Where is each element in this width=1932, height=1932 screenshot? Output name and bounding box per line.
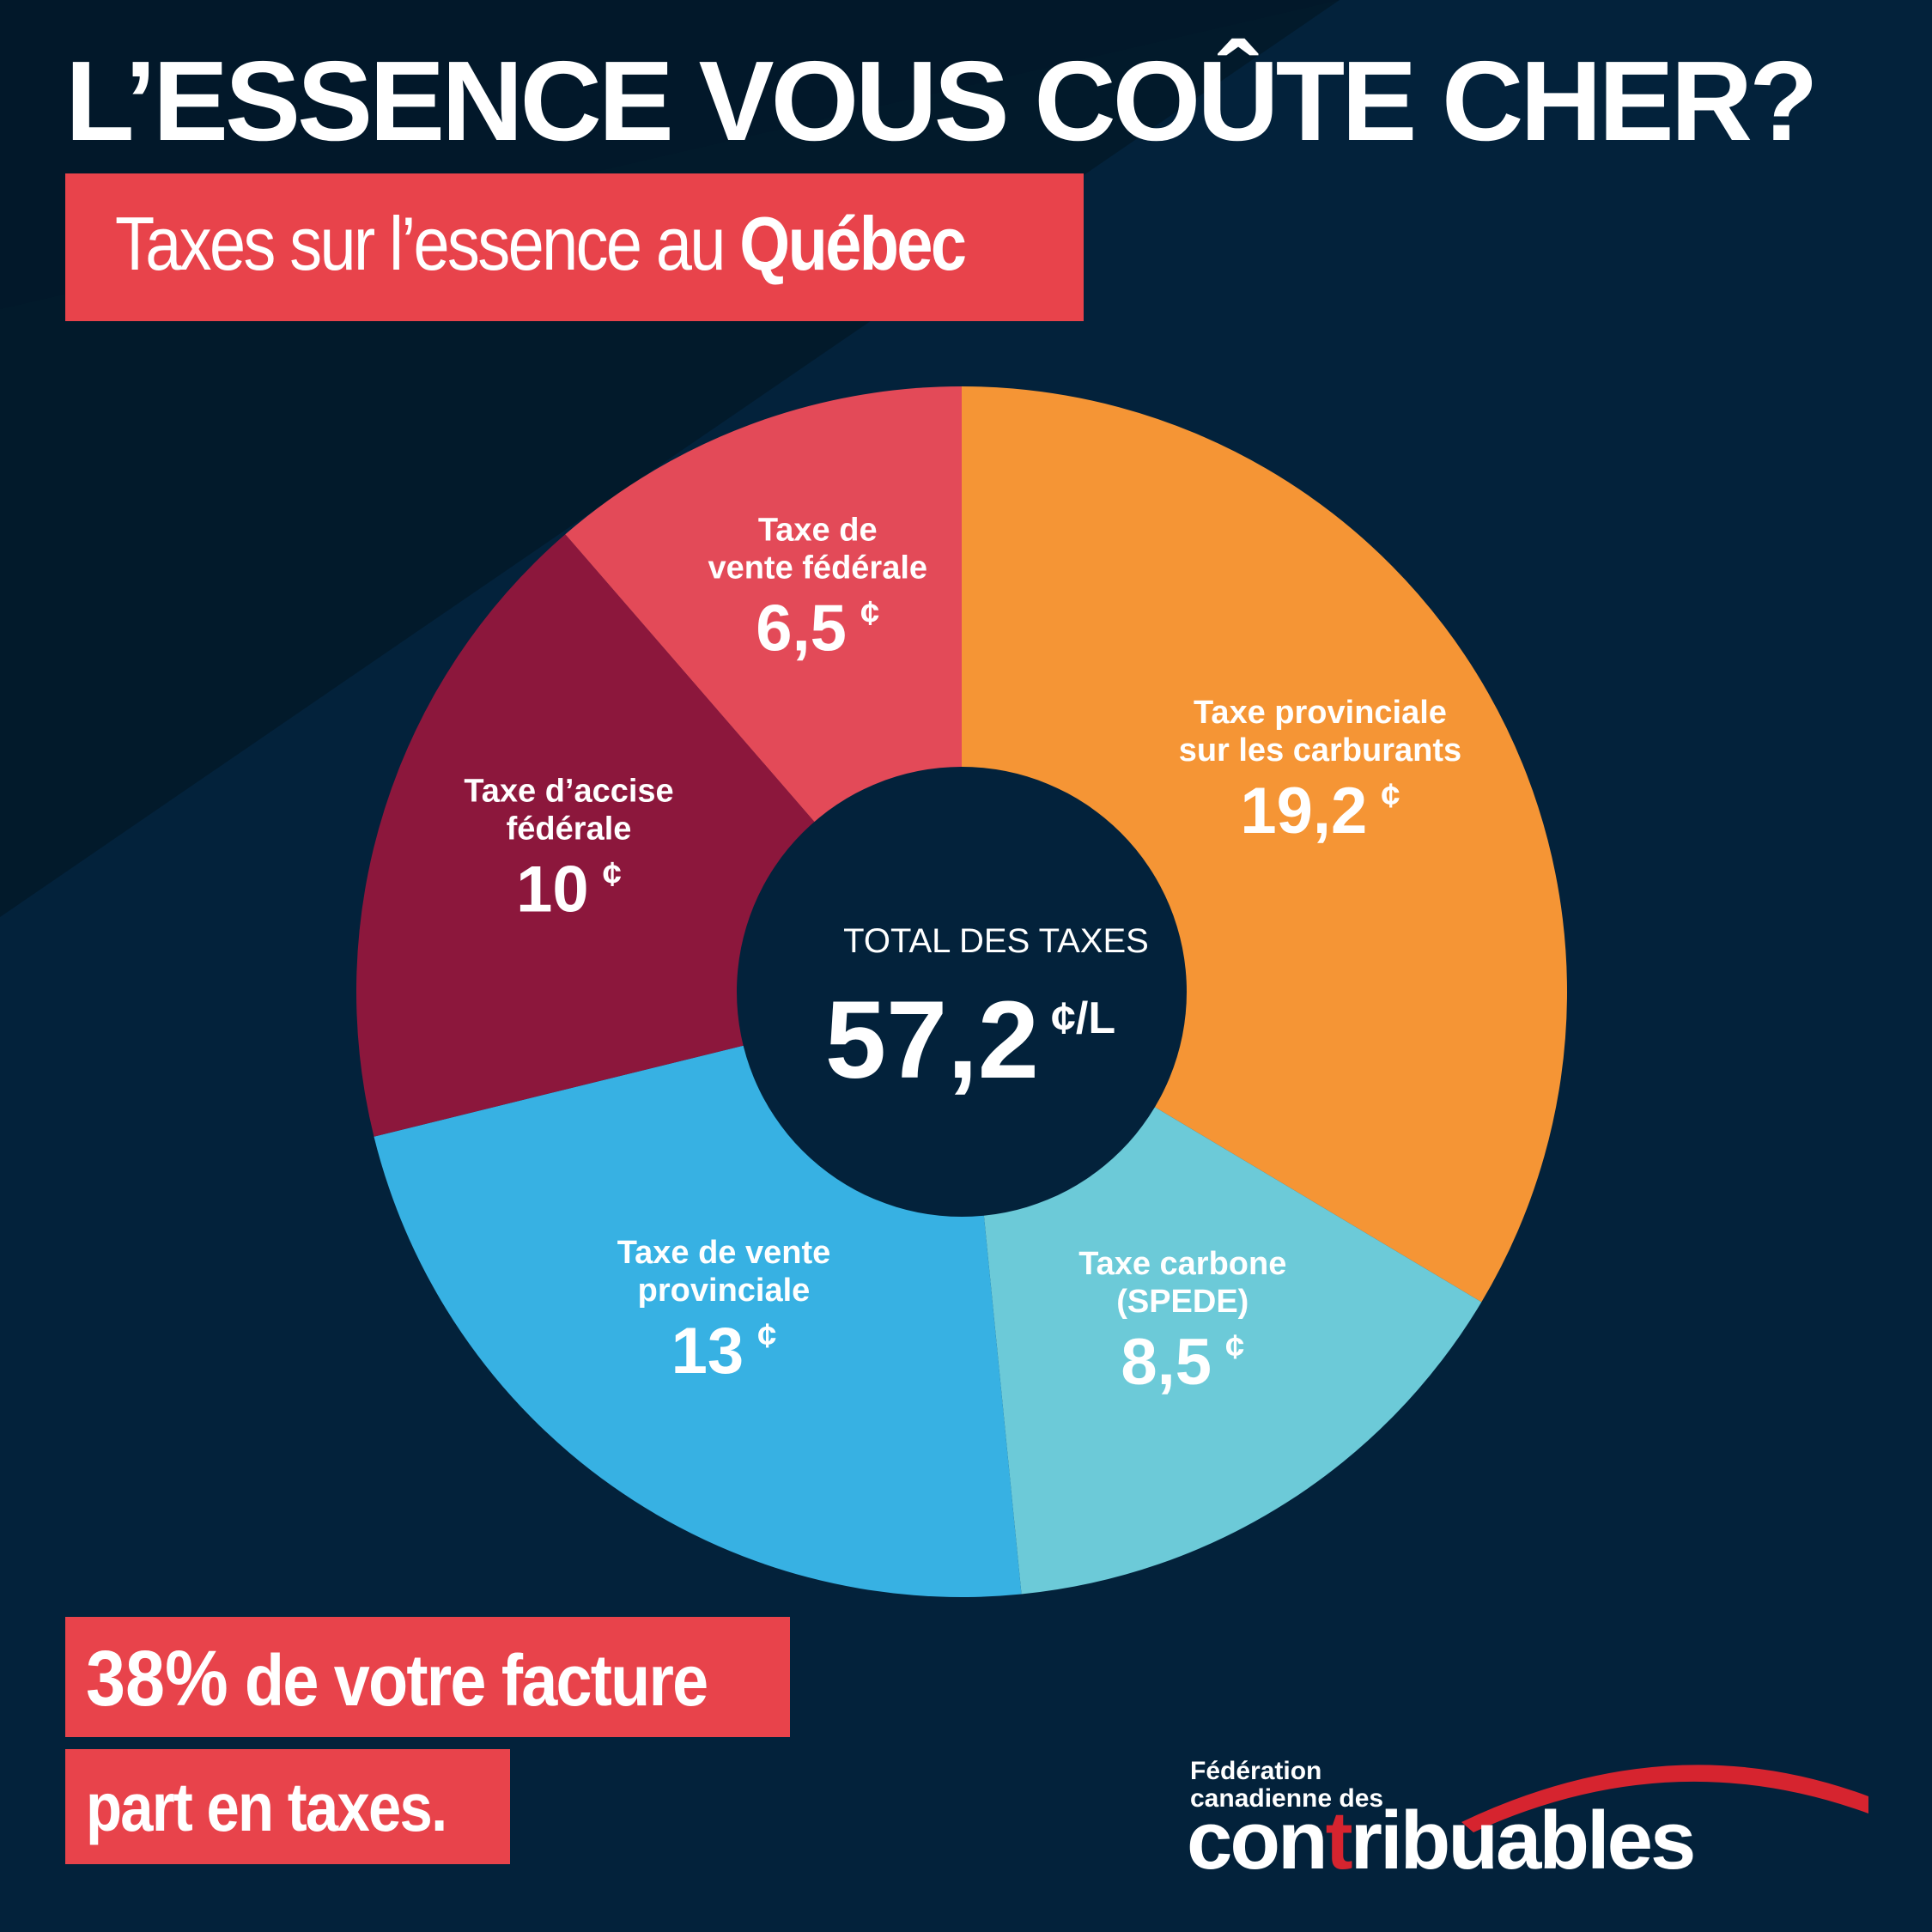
slice-value: 19,2 ¢ <box>1240 775 1400 848</box>
slice-label-line-1: Taxe de vente <box>617 1235 831 1271</box>
footnote-line-1-text: de votre facture <box>244 1640 708 1721</box>
slice-value: 10 ¢ <box>516 854 622 927</box>
logo-wordmark-part-2: ribuables <box>1350 1795 1697 1886</box>
footnote-line-1: 38% de votre facture <box>86 1639 708 1721</box>
slice-label-2: Taxe carbone(SPEDE) 8,5 ¢ <box>1078 1246 1286 1399</box>
slice-label-line-2: vente fédérale <box>708 550 927 586</box>
slice-label-line-2: fédérale <box>507 811 632 848</box>
logo-text-line-1: Fédération <box>1190 1757 1322 1785</box>
logo-wordmark-accent: t <box>1325 1795 1353 1886</box>
slice-label-line-1: Taxe carbone <box>1078 1246 1286 1282</box>
logo-wordmark-part-1: con <box>1187 1795 1328 1886</box>
subtitle: Taxes sur l’essence au Québec <box>115 206 967 282</box>
chart-center-hole <box>737 767 1187 1217</box>
logo-text-line-2: canadienne des <box>1190 1784 1384 1813</box>
logo-wordmark: contribuables <box>1187 1800 1696 1882</box>
footnote-banner-2: part en taxes. <box>65 1749 510 1864</box>
subtitle-province: Québec <box>739 201 967 286</box>
slice-label-line-1: Taxe provinciale <box>1194 695 1447 731</box>
slice-label-line-2: provinciale <box>638 1273 811 1309</box>
slice-value: 6,5 ¢ <box>756 592 879 665</box>
subtitle-prefix: Taxes sur l’essence au <box>115 201 726 286</box>
center-total-number: 57,2 <box>825 979 1039 1102</box>
center-total-per-litre: /L <box>1076 993 1115 1043</box>
center-total-label: TOTAL DES TAXES <box>843 922 1149 960</box>
footnote-line-2: part en taxes. <box>86 1769 447 1845</box>
logo-arc-icon <box>1461 1765 1868 1832</box>
center-total-cent: ¢ <box>1051 993 1076 1043</box>
footnote-percentage: 38% <box>86 1635 228 1722</box>
slice-value: 13 ¢ <box>671 1315 777 1388</box>
slice-label-line-2: sur les carburants <box>1179 732 1461 769</box>
footnote-banner-1: 38% de votre facture <box>65 1617 790 1737</box>
page-title: L’ESSENCE VOUS COÛTE CHER? <box>65 38 1819 164</box>
slice-label-line-2: (SPEDE) <box>1116 1284 1249 1320</box>
slice-label-line-1: Taxe d’accise <box>464 774 673 810</box>
federation-logo: Fédération canadienne des contribuables <box>1187 1736 1877 1882</box>
slice-label-line-1: Taxe de <box>758 512 878 548</box>
center-total-value: 57,2 ¢/L <box>825 979 1115 1102</box>
subtitle-banner: Taxes sur l’essence au Québec <box>65 173 1084 321</box>
slice-value: 8,5 ¢ <box>1121 1326 1244 1399</box>
